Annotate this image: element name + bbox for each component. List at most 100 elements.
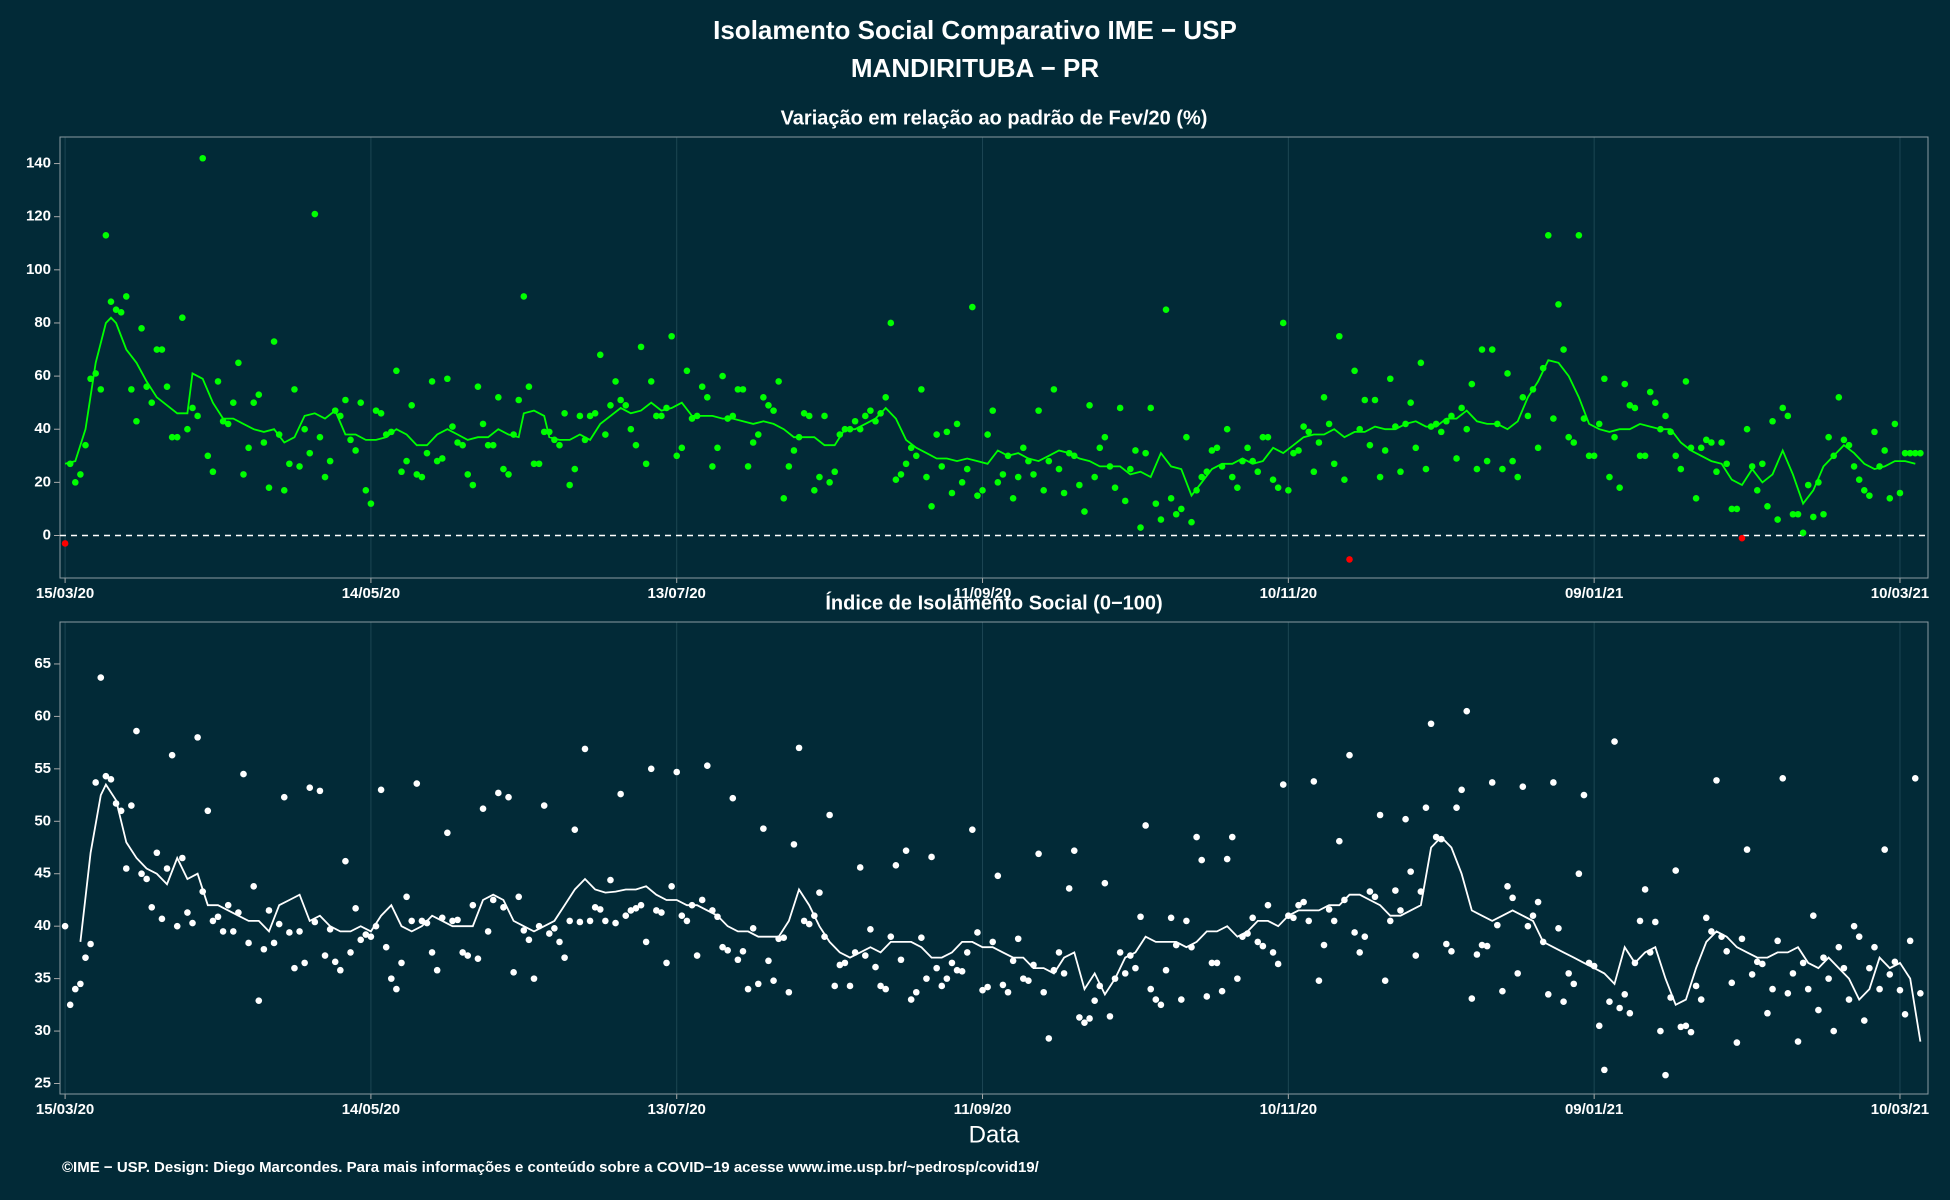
data-point — [571, 465, 579, 473]
data-point — [1341, 476, 1348, 484]
data-point — [775, 378, 782, 385]
data-point — [1386, 917, 1394, 925]
data-point — [963, 949, 971, 956]
data-point — [979, 487, 986, 494]
data-point — [280, 793, 288, 801]
data-point — [1764, 502, 1771, 510]
data-point — [1310, 778, 1318, 785]
data-point — [1376, 473, 1384, 481]
data-point — [1713, 777, 1720, 784]
data-point — [770, 977, 777, 985]
data-point — [678, 444, 686, 452]
data-point — [1259, 942, 1267, 950]
data-point — [612, 919, 619, 927]
data-point — [377, 786, 385, 794]
data-point — [1810, 912, 1817, 919]
data-point — [1310, 468, 1318, 476]
data-point — [627, 425, 635, 433]
data-point — [1091, 473, 1098, 481]
data-point — [1723, 948, 1730, 955]
data-point — [1514, 473, 1522, 481]
data-point — [882, 985, 889, 993]
data-point — [683, 367, 691, 375]
y-tick-label: 100 — [26, 261, 51, 278]
x-tick-label: 14/05/20 — [342, 585, 400, 602]
data-point — [1397, 907, 1404, 914]
data-point — [994, 479, 1002, 486]
data-point — [780, 934, 788, 942]
data-point — [367, 933, 375, 940]
data-point — [128, 386, 135, 393]
data-point — [133, 727, 140, 735]
data-point — [1702, 914, 1710, 922]
data-point — [1860, 487, 1868, 494]
data-point — [1116, 949, 1124, 956]
data-point — [1269, 949, 1277, 956]
data-point — [1631, 404, 1639, 412]
data-point — [444, 829, 451, 837]
data-point — [189, 919, 196, 927]
data-point — [780, 495, 788, 502]
data-point — [1636, 452, 1644, 460]
data-point — [800, 409, 808, 417]
data-point — [1550, 779, 1557, 786]
data-point — [627, 907, 635, 914]
data-point — [311, 210, 319, 218]
data-point — [882, 394, 889, 401]
data-point — [428, 378, 436, 385]
data-point — [1789, 970, 1797, 977]
data-point — [607, 402, 614, 409]
data-point — [1891, 420, 1899, 428]
data-point — [958, 967, 966, 975]
data-point — [1753, 958, 1761, 966]
data-point — [1361, 396, 1369, 404]
data-point — [1626, 1009, 1634, 1017]
data-point — [1509, 457, 1516, 465]
data-point — [357, 936, 365, 944]
data-point — [612, 378, 619, 385]
data-point — [1274, 960, 1282, 968]
data-point — [306, 784, 314, 792]
data-point — [1687, 1028, 1695, 1036]
data-point — [632, 905, 640, 912]
data-point — [1218, 987, 1226, 995]
data-point — [877, 982, 884, 990]
data-point — [704, 394, 711, 401]
data-point — [245, 444, 252, 452]
data-point — [1300, 898, 1307, 906]
data-point — [953, 420, 961, 428]
data-point — [709, 463, 716, 470]
data-point — [240, 471, 247, 478]
data-point — [1794, 510, 1802, 518]
data-point — [1789, 510, 1797, 518]
data-point — [729, 794, 737, 802]
moving-average-line — [79, 782, 1922, 1042]
data-point — [1397, 468, 1404, 476]
data-point — [510, 969, 517, 976]
data-point — [204, 452, 212, 460]
data-point — [1820, 510, 1827, 518]
data-point — [296, 928, 303, 935]
data-point — [168, 433, 176, 441]
data-point — [1595, 420, 1603, 428]
data-point — [1086, 402, 1093, 409]
data-point — [1810, 513, 1817, 521]
data-point — [1560, 346, 1567, 353]
data-point — [556, 938, 563, 946]
data-point — [953, 966, 961, 974]
data-point — [581, 745, 589, 753]
y-tick-label: 45 — [34, 865, 51, 882]
data-point — [1198, 856, 1205, 864]
data-point — [1254, 938, 1262, 946]
data-point — [525, 383, 533, 391]
data-point — [846, 982, 854, 990]
data-point — [1677, 465, 1685, 473]
data-point — [347, 436, 354, 444]
data-point — [637, 343, 645, 351]
data-point — [841, 959, 849, 967]
data-point — [704, 762, 711, 769]
data-point — [1708, 439, 1715, 446]
data-point — [438, 455, 446, 462]
data-point — [1748, 463, 1756, 470]
data-point — [515, 396, 523, 404]
